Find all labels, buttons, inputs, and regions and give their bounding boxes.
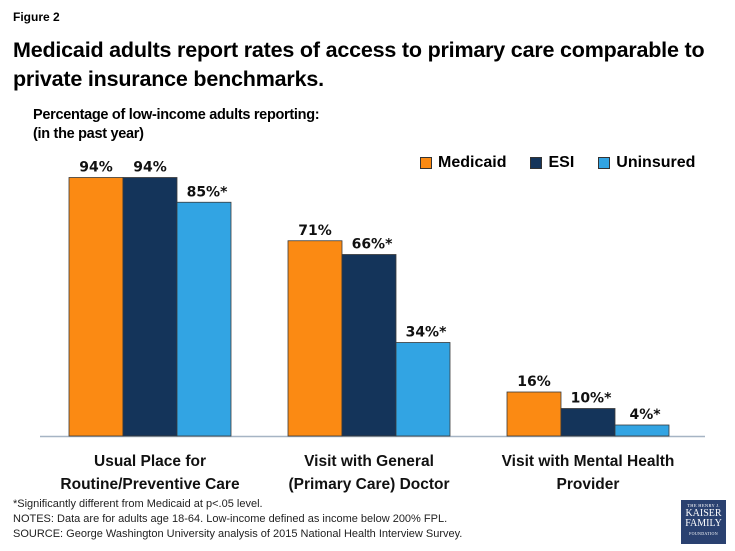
legend-label-medicaid: Medicaid — [438, 154, 507, 171]
legend-label-uninsured: Uninsured — [616, 154, 696, 171]
bar-esi-3 — [560, 408, 616, 437]
subtitle-line-1: Percentage of low-income adults reportin… — [33, 107, 320, 123]
data-label-esi-1: 94% — [133, 160, 167, 176]
category-label-3-line-1: Visit with Mental Health — [502, 453, 675, 470]
figure-label: Figure 2 — [13, 10, 60, 24]
bar-uninsured-2 — [395, 342, 451, 437]
data-label-uninsured-2: 34%* — [406, 325, 448, 341]
data-label-medicaid-3: 16% — [517, 374, 551, 390]
footnote-notes: NOTES: Data are for adults age 18-64. Lo… — [13, 513, 448, 525]
footnote-significance: *Significantly different from Medicaid a… — [13, 498, 263, 510]
legend-item-esi: ESI — [530, 154, 574, 172]
bar-medicaid-1 — [68, 177, 124, 437]
chart-subtitle: Percentage of low-income adults reportin… — [33, 106, 320, 144]
legend-swatch-medicaid — [420, 157, 432, 169]
logo-line-2: KAISER — [685, 508, 722, 519]
category-label-2-line-1: Visit with General — [304, 453, 434, 470]
category-label-1-line-2: Routine/Preventive Care — [60, 476, 240, 493]
legend-label-esi: ESI — [548, 154, 575, 171]
bar-uninsured-3 — [614, 424, 670, 437]
data-label-medicaid-1: 94% — [79, 160, 113, 176]
data-label-esi-2: 66%* — [352, 237, 394, 253]
bar-medicaid-3 — [506, 391, 562, 437]
legend-item-medicaid: Medicaid — [420, 154, 506, 172]
subtitle-line-2: (in the past year) — [33, 126, 144, 142]
footnotes: *Significantly different from Medicaid a… — [13, 497, 462, 542]
legend-item-uninsured: Uninsured — [598, 154, 695, 172]
bar-medicaid-2 — [287, 240, 343, 437]
bar-uninsured-1 — [176, 201, 232, 437]
logo-line-4: FOUNDATION — [689, 531, 718, 536]
data-label-esi-3: 10%* — [571, 391, 613, 407]
data-label-uninsured-3: 4%* — [629, 407, 661, 423]
kff-logo: THE HENRY J. KAISER FAMILY FOUNDATION — [681, 500, 726, 544]
footnote-source: SOURCE: George Washington University ana… — [13, 528, 463, 540]
category-label-2-line-2: (Primary Care) Doctor — [288, 476, 449, 493]
data-label-medicaid-2: 71% — [298, 223, 332, 239]
legend: Medicaid ESI Uninsured — [420, 154, 695, 172]
data-label-uninsured-1: 85%* — [187, 184, 229, 200]
category-label-1-line-1: Usual Place for — [94, 453, 206, 470]
chart-title: Medicaid adults report rates of access t… — [13, 38, 705, 91]
legend-swatch-esi — [530, 157, 543, 169]
legend-swatch-uninsured — [598, 157, 611, 169]
bar-esi-2 — [341, 254, 397, 437]
bar-esi-1 — [122, 177, 178, 437]
logo-line-3: FAMILY — [685, 518, 722, 529]
logo-line-1: THE HENRY J. — [687, 503, 720, 508]
category-label-3-line-2: Provider — [557, 476, 620, 493]
